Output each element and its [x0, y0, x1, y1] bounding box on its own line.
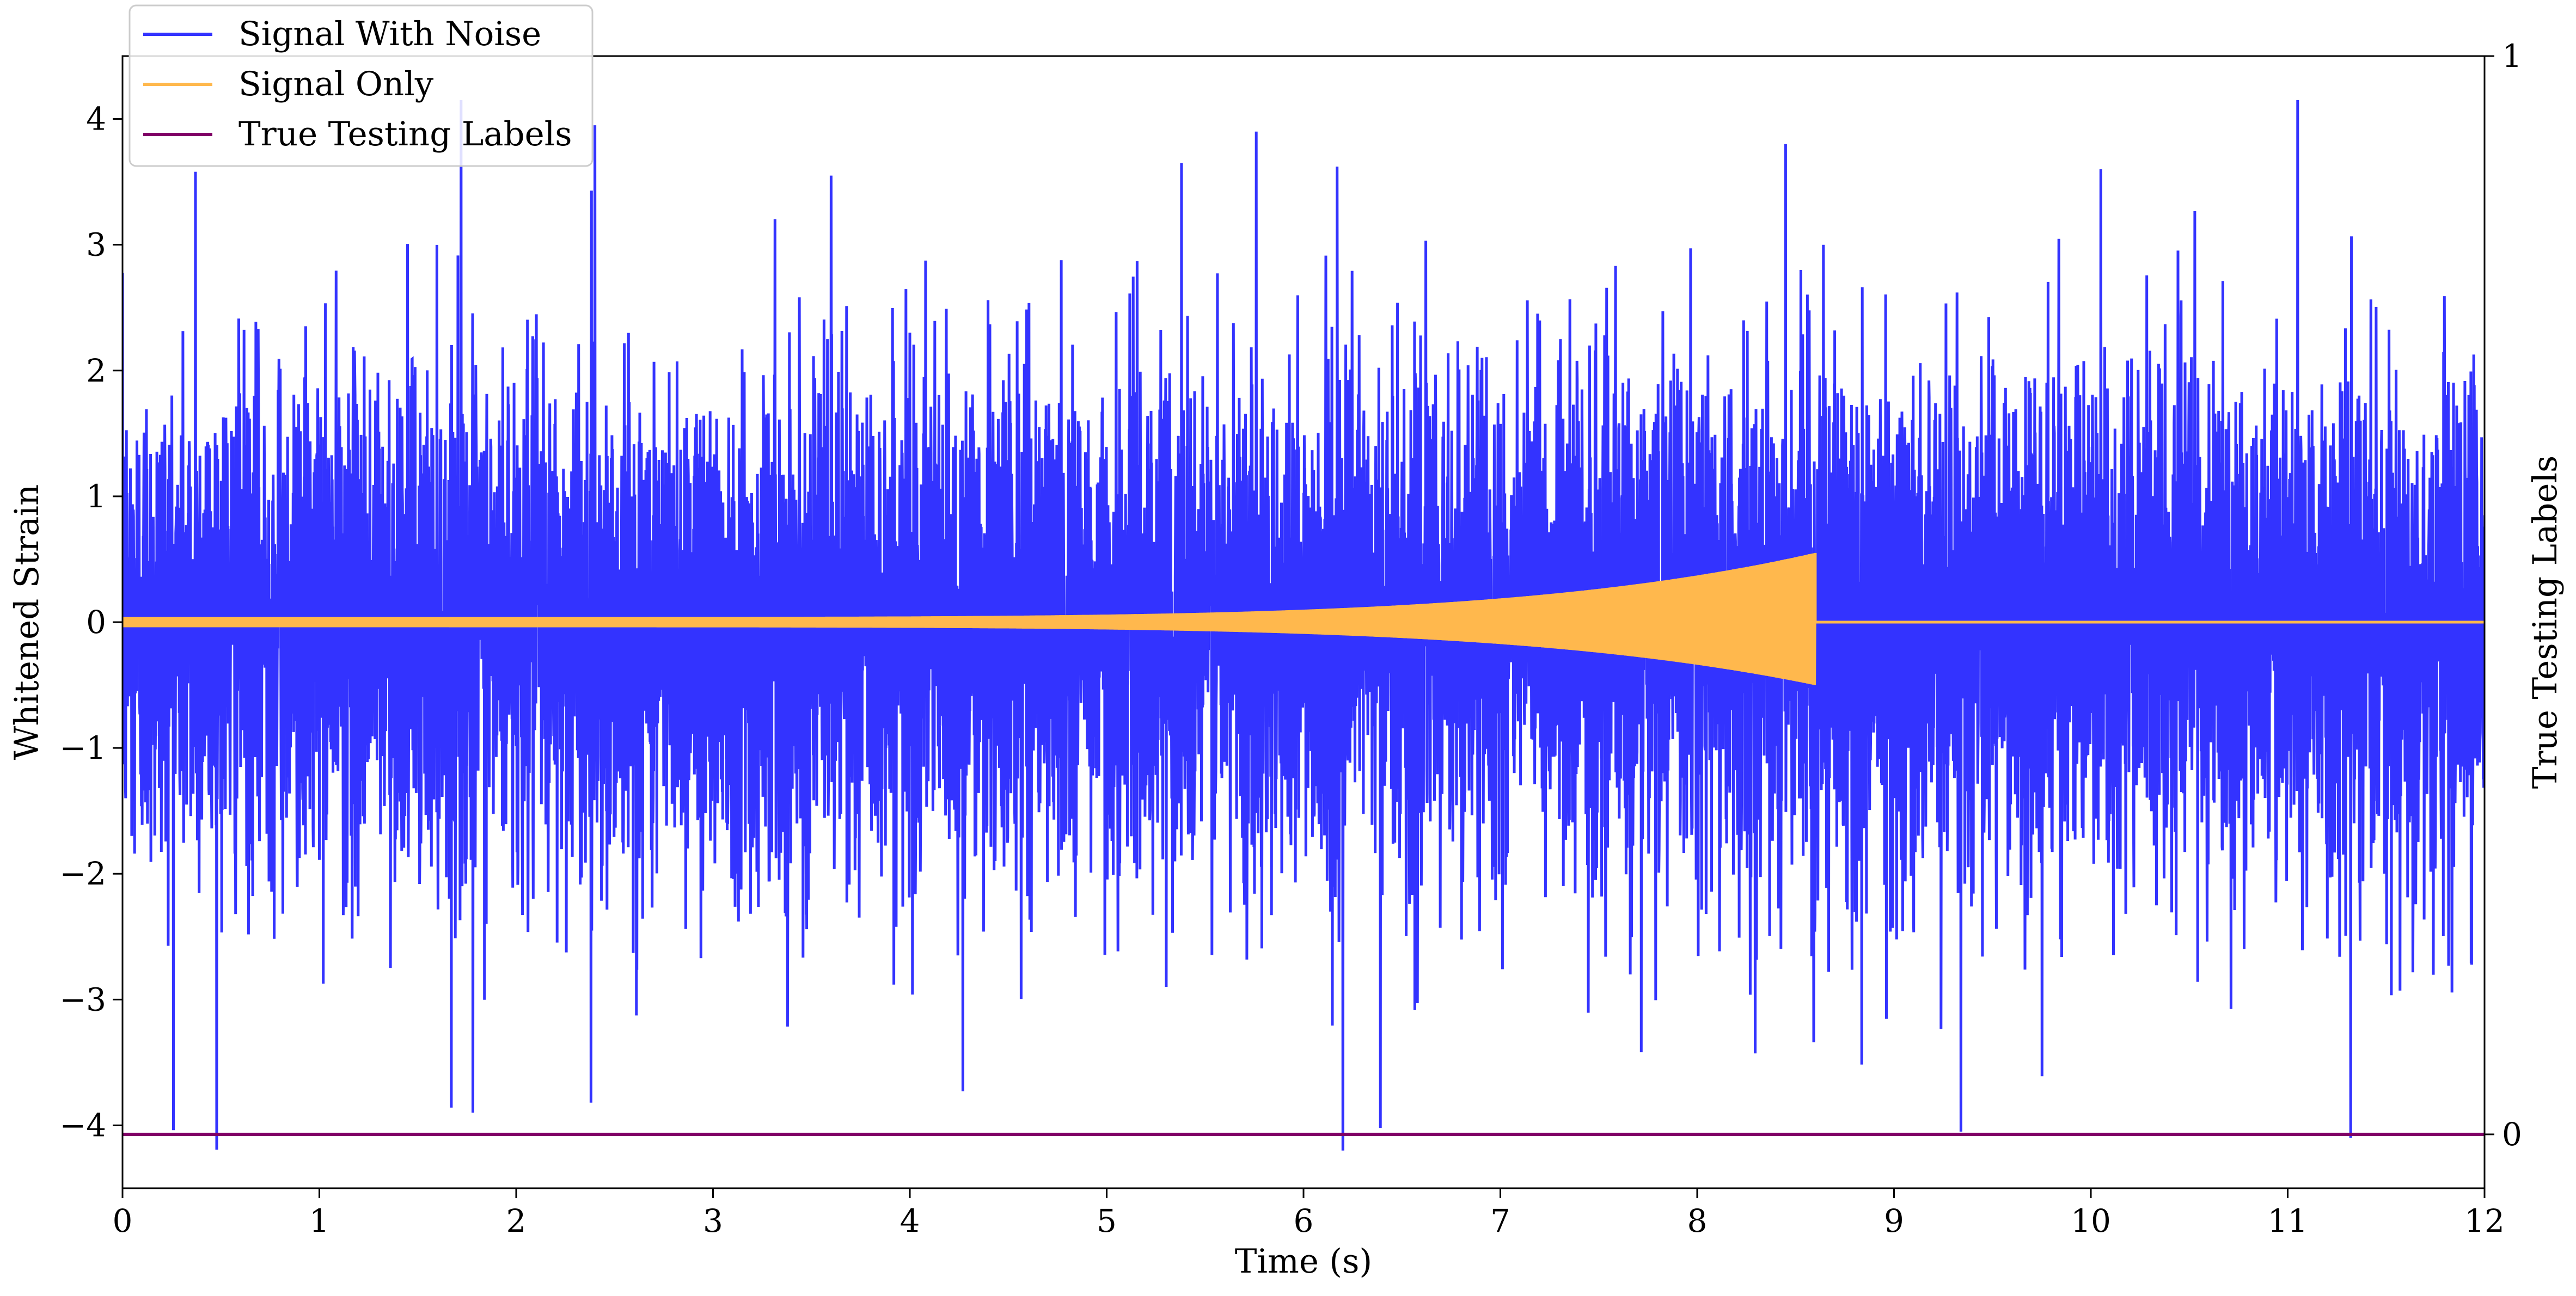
y2-axis-label: True Testing Labels — [2526, 456, 2565, 789]
plot-area — [123, 100, 2485, 1151]
y-tick-label: 3 — [86, 226, 106, 263]
x-tick-label: 3 — [703, 1202, 723, 1239]
legend-label-signal-only: Signal Only — [238, 65, 434, 103]
y2-tick-label: 0 — [2502, 1116, 2522, 1153]
x-tick-label: 10 — [2071, 1202, 2111, 1239]
x-tick-label: 0 — [113, 1202, 133, 1239]
y-tick-label: −3 — [60, 981, 107, 1018]
legend-label-signal-with-noise: Signal With Noise — [238, 15, 541, 53]
x-tick-label: 11 — [2268, 1202, 2308, 1239]
legend-label-true-testing-labels: True Testing Labels — [238, 115, 572, 153]
x-tick-label: 6 — [1294, 1202, 1314, 1239]
x-tick-label: 4 — [900, 1202, 920, 1239]
x-tick-label: 2 — [506, 1202, 527, 1239]
x-tick-label: 8 — [1687, 1202, 1708, 1239]
legend-box — [129, 4, 593, 167]
y-tick-label: 0 — [86, 604, 106, 641]
y-tick-label: −1 — [60, 729, 107, 766]
signal-only-line — [123, 552, 2485, 685]
y-tick-label: −2 — [60, 855, 107, 892]
legend: Signal With Noise Signal Only True Testi… — [129, 4, 593, 167]
x-tick-label: 12 — [2464, 1202, 2505, 1239]
y2-axis-ticks: 01 — [2485, 38, 2522, 1153]
signal-with-noise-line — [123, 100, 2485, 1151]
y-axis-label: Whitened Strain — [8, 484, 46, 760]
x-tick-label: 1 — [309, 1202, 329, 1239]
y-tick-label: 2 — [86, 352, 106, 389]
y-axis-ticks: −4 −3 −2 −1 0 1 2 3 4 — [60, 101, 123, 1144]
y-tick-label: 4 — [86, 101, 106, 138]
x-tick-label: 7 — [1490, 1202, 1510, 1239]
y-tick-label: 1 — [86, 478, 106, 515]
y-tick-label: −4 — [60, 1107, 107, 1144]
x-axis-label: Time (s) — [1235, 1242, 1372, 1281]
x-tick-label: 5 — [1097, 1202, 1117, 1239]
y2-tick-label: 1 — [2502, 38, 2522, 75]
x-axis-ticks: 0 1 2 3 4 5 6 7 8 9 10 11 12 — [113, 1188, 2505, 1239]
x-tick-label: 9 — [1884, 1202, 1904, 1239]
